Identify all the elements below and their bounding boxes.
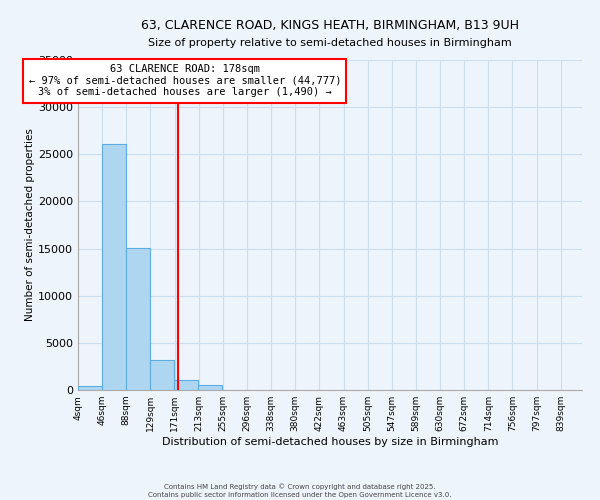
Text: 63 CLARENCE ROAD: 178sqm
← 97% of semi-detached houses are smaller (44,777)
3% o: 63 CLARENCE ROAD: 178sqm ← 97% of semi-d… <box>29 64 341 98</box>
Text: 63, CLARENCE ROAD, KINGS HEATH, BIRMINGHAM, B13 9UH: 63, CLARENCE ROAD, KINGS HEATH, BIRMINGH… <box>141 20 519 32</box>
Bar <box>198 386 222 390</box>
Bar <box>78 386 102 390</box>
Bar <box>174 380 198 390</box>
Bar <box>126 248 151 390</box>
X-axis label: Distribution of semi-detached houses by size in Birmingham: Distribution of semi-detached houses by … <box>162 437 498 447</box>
Bar <box>102 144 126 390</box>
Text: Size of property relative to semi-detached houses in Birmingham: Size of property relative to semi-detach… <box>148 38 512 48</box>
Y-axis label: Number of semi-detached properties: Number of semi-detached properties <box>25 128 35 322</box>
Text: Contains HM Land Registry data © Crown copyright and database right 2025.
Contai: Contains HM Land Registry data © Crown c… <box>148 484 452 498</box>
Bar <box>150 360 174 390</box>
